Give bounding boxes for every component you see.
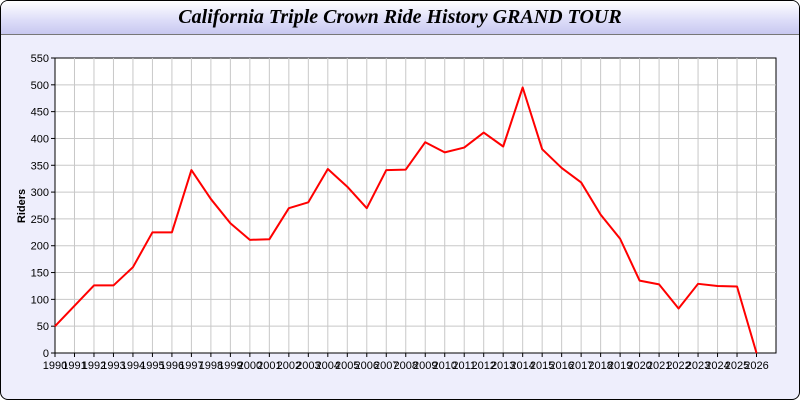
data-point [249, 239, 251, 241]
data-point [678, 307, 680, 309]
y-axis-label: Riders [16, 189, 28, 223]
x-tick-label: 2025 [725, 360, 749, 372]
x-tick-label: 2012 [471, 360, 495, 372]
x-tick-label: 2022 [666, 360, 690, 372]
x-tick-label: 2005 [335, 360, 359, 372]
x-tick-label: 1991 [62, 360, 86, 372]
data-point [619, 238, 621, 240]
y-tick-label: 50 [37, 321, 49, 333]
data-point [171, 231, 173, 233]
x-tick-label: 1992 [82, 360, 106, 372]
x-tick-label: 2023 [686, 360, 710, 372]
x-tick-label: 1997 [179, 360, 203, 372]
data-point [307, 201, 309, 203]
x-tick-label: 2016 [549, 360, 573, 372]
x-tick-label: 2009 [413, 360, 437, 372]
y-tick-label: 300 [31, 187, 49, 199]
data-point [736, 285, 738, 287]
y-tick-label: 500 [31, 80, 49, 92]
y-tick-label: 350 [31, 160, 49, 172]
plot-area [54, 57, 777, 354]
x-tick-label: 2024 [705, 360, 729, 372]
data-point [561, 167, 563, 169]
data-point [444, 151, 446, 153]
x-tick-label: 2013 [491, 360, 515, 372]
y-tick-label: 400 [31, 133, 49, 145]
x-tick-label: 2000 [238, 360, 262, 372]
y-tick-label: 550 [31, 53, 49, 65]
data-point [502, 146, 504, 147]
x-tick-label: 1990 [43, 360, 67, 372]
x-tick-label: 2015 [530, 360, 554, 372]
y-tick-label: 250 [31, 214, 49, 226]
data-point [93, 284, 95, 286]
x-tick-label: 2007 [374, 360, 398, 372]
data-point [522, 87, 524, 88]
x-tick-label: 2001 [257, 360, 281, 372]
data-point [541, 148, 543, 150]
data-point [600, 214, 602, 216]
data-point [288, 207, 290, 209]
data-point [210, 198, 212, 200]
x-tick-label: 2011 [452, 360, 476, 372]
chart-title: California Triple Crown Ride History GRA… [178, 6, 622, 28]
x-tick-label: 2003 [296, 360, 320, 372]
data-point [229, 222, 231, 224]
data-point [73, 305, 75, 307]
x-tick-label: 2019 [608, 360, 632, 372]
data-point [366, 207, 368, 209]
x-tick-label: 2020 [627, 360, 651, 372]
data-point [756, 352, 758, 354]
data-point [658, 283, 660, 285]
x-tick-label: 1993 [101, 360, 125, 372]
x-tick-label: 1999 [218, 360, 242, 372]
data-point [385, 169, 387, 171]
data-point [483, 132, 485, 134]
x-tick-label: 1994 [121, 360, 145, 372]
data-point [424, 141, 426, 143]
data-point [132, 266, 134, 268]
x-tick-label: 2008 [394, 360, 418, 372]
data-point [717, 285, 719, 287]
y-tick-label: 200 [31, 241, 49, 253]
data-point [580, 181, 582, 183]
data-point [112, 284, 114, 286]
data-point [327, 168, 329, 170]
data-point [151, 231, 153, 233]
x-tick-label: 2006 [355, 360, 379, 372]
y-tick-label: 0 [43, 348, 49, 360]
title-bar: California Triple Crown Ride History GRA… [1, 1, 799, 35]
x-tick-label: 2026 [744, 360, 768, 372]
x-tick-label: 2004 [316, 360, 340, 372]
data-point [190, 169, 192, 171]
x-tick-label: 2002 [277, 360, 301, 372]
x-tick-label: 2014 [510, 360, 534, 372]
data-point [697, 283, 699, 285]
x-tick-label: 2010 [432, 360, 456, 372]
data-point [405, 169, 407, 171]
data-point [268, 238, 270, 240]
data-point [463, 147, 465, 149]
x-tick-label: 2021 [647, 360, 671, 372]
x-tick-label: 2018 [588, 360, 612, 372]
y-tick-label: 100 [31, 294, 49, 306]
data-point [639, 280, 641, 282]
data-point [346, 186, 348, 188]
data-point [54, 325, 56, 327]
y-tick-label: 150 [31, 268, 49, 280]
y-tick-label: 450 [31, 107, 49, 119]
x-tick-label: 1998 [199, 360, 223, 372]
x-tick-label: 2017 [569, 360, 593, 372]
x-tick-label: 1996 [160, 360, 184, 372]
x-tick-label: 1995 [140, 360, 164, 372]
